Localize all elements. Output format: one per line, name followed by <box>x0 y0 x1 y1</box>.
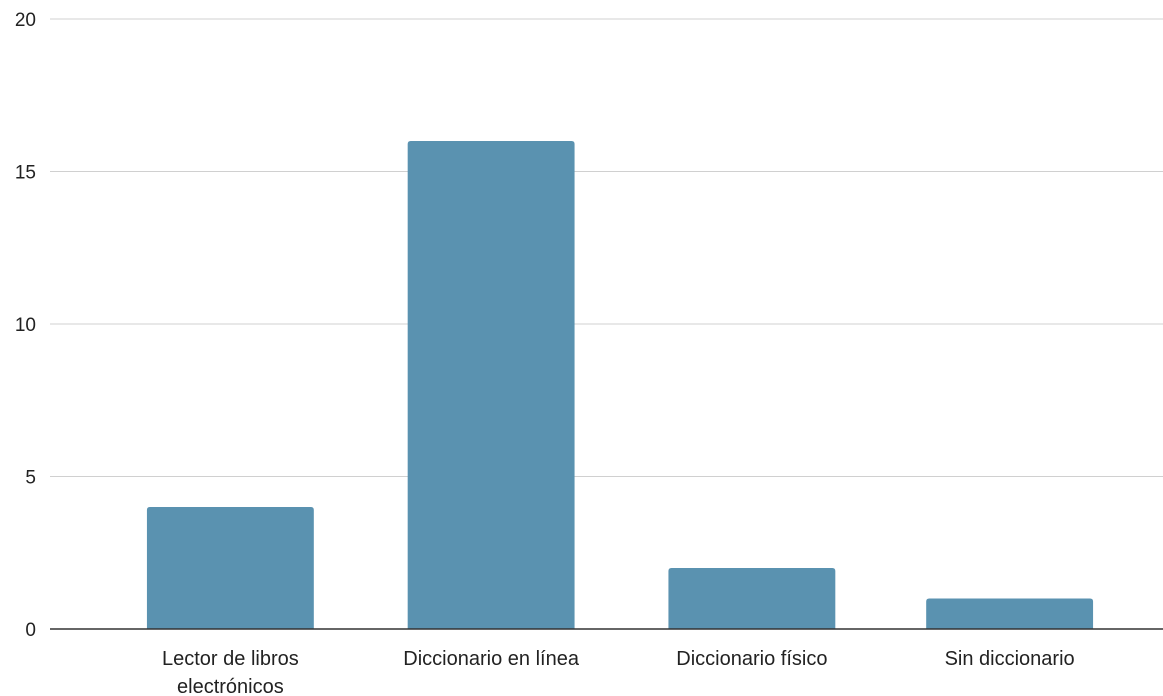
y-axis-tick-labels: 0 5 10 15 20 <box>15 10 36 641</box>
x-category-label: Lector de libros <box>162 648 299 670</box>
bar <box>407 141 575 629</box>
x-category-label: Sin diccionario <box>945 648 1075 670</box>
y-tick-label: 0 <box>25 620 36 641</box>
x-category-label: Diccionario en línea <box>403 648 580 670</box>
bar <box>668 568 836 629</box>
bars <box>146 141 1094 629</box>
x-category-label: Diccionario físico <box>676 648 827 670</box>
gridlines <box>50 18 1163 477</box>
y-tick-label: 10 <box>15 315 36 336</box>
bar <box>926 598 1094 629</box>
x-axis-category-labels: Lector de libros electrónicos Diccionario … <box>162 648 1075 696</box>
y-tick-label: 20 <box>15 10 36 31</box>
x-category-label: electrónicos <box>177 676 284 696</box>
bar <box>146 507 314 629</box>
y-tick-label: 5 <box>25 468 36 489</box>
y-tick-label: 15 <box>15 163 36 184</box>
